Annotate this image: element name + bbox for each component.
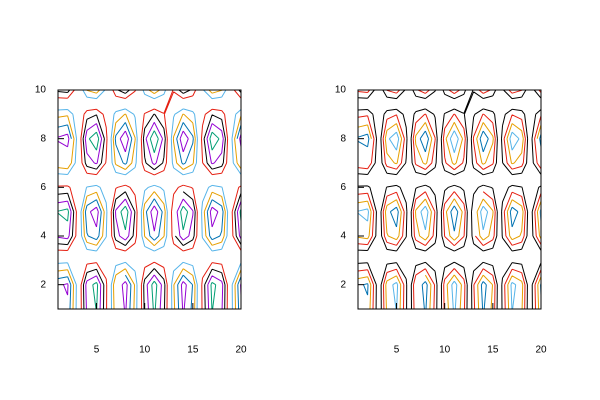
contour-line [57,89,242,310]
x-tick-label: 10 [439,345,451,356]
x-tick-label: 20 [535,345,547,356]
x-tick-label: 5 [94,345,100,356]
y-tick-label: 8 [40,133,46,144]
x-tick-label: 15 [487,345,499,356]
contour-line [357,89,542,310]
y-tick-label: 10 [35,85,47,96]
x-tick-label: 20 [235,345,247,356]
plot-frame [57,89,242,310]
y-tick-label: 6 [40,182,46,193]
y-tick-label: 2 [40,279,46,290]
x-tick-label: 15 [187,345,199,356]
contour-line [357,122,542,310]
y-tick-label: 4 [340,231,346,242]
y-tick-label: 10 [335,85,347,96]
y-tick-label: 6 [340,182,346,193]
x-tick-label: 10 [139,345,151,356]
contour-line [357,89,542,310]
contour-line [57,122,242,310]
plot-frame [357,89,542,310]
contour-line [357,89,542,310]
y-tick-label: 2 [340,279,346,290]
contour-line [57,89,242,310]
x-tick-label: 5 [394,345,400,356]
contour-line [57,89,242,310]
y-tick-label: 4 [40,231,46,242]
contour-line [357,89,542,310]
contour-line [57,89,242,310]
contour-line [357,122,542,310]
contour-line [57,122,242,310]
y-tick-label: 8 [340,133,346,144]
